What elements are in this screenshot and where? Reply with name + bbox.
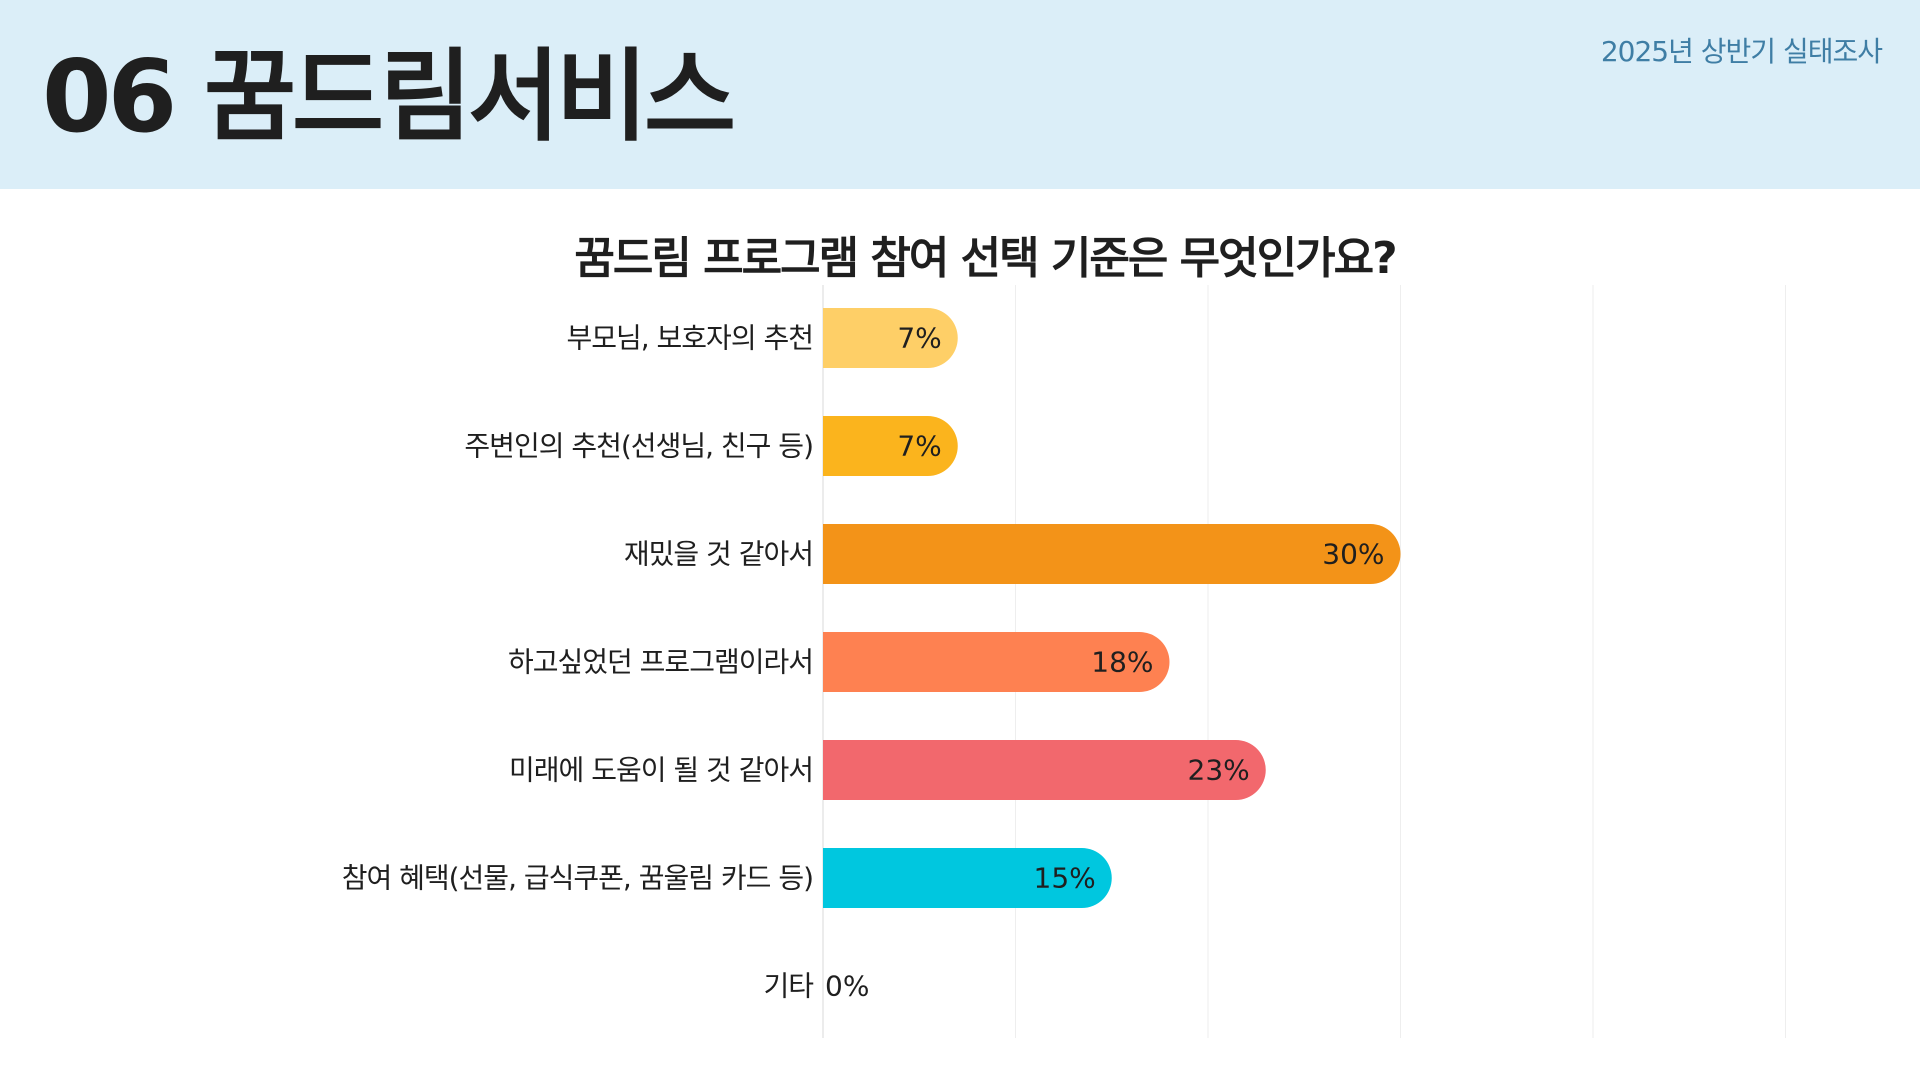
category-label: 기타 xyxy=(763,970,813,1003)
page-title: 06 꿈드림서비스 xyxy=(42,38,736,155)
category-label: 하고싶었던 프로그램이라서 xyxy=(508,646,813,679)
header-banner xyxy=(0,0,1920,189)
value-label: 30% xyxy=(1322,538,1384,571)
bar xyxy=(823,848,1112,908)
category-label: 주변인의 추천(선생님, 친구 등) xyxy=(464,430,813,463)
bar xyxy=(823,308,958,368)
survey-label: 2025년 상반기 실태조사 xyxy=(1600,35,1883,68)
bar xyxy=(823,416,958,476)
bar xyxy=(823,632,1170,692)
bar xyxy=(823,524,1401,584)
value-label: 15% xyxy=(1034,862,1096,895)
value-label: 18% xyxy=(1091,646,1153,679)
chart-title: 꿈드림 프로그램 참여 선택 기준은 무엇인가요? xyxy=(574,233,1397,284)
category-label: 참여 혜택(선물, 급식쿠폰, 꿈울림 카드 등) xyxy=(342,862,813,895)
category-label: 미래에 도움이 될 것 같아서 xyxy=(509,754,813,787)
value-label: 7% xyxy=(897,322,941,355)
category-label: 부모님, 보호자의 추천 xyxy=(566,322,813,355)
value-label: 0% xyxy=(825,970,869,1003)
category-label: 재밌을 것 같아서 xyxy=(624,538,813,571)
value-label: 7% xyxy=(897,430,941,463)
value-label: 23% xyxy=(1188,754,1250,787)
bar xyxy=(823,740,1266,800)
